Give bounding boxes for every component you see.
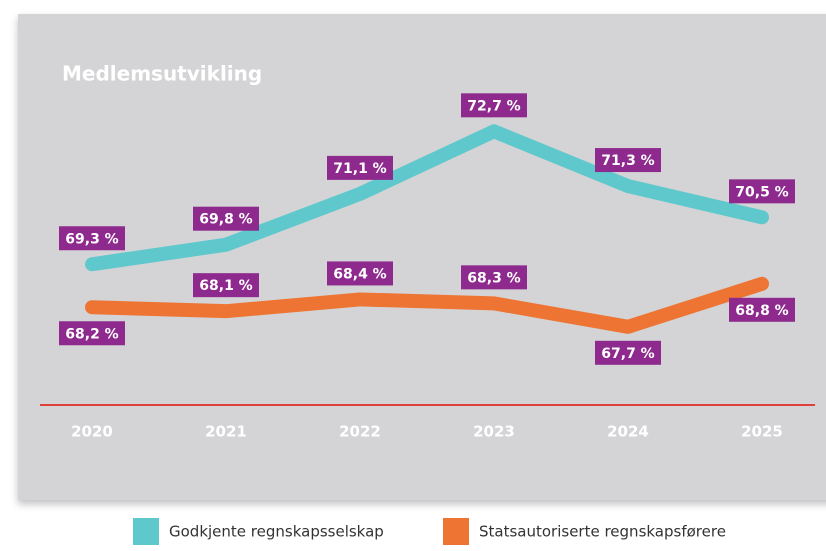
value-label: 67,7 % (601, 346, 654, 362)
value-label: 70,5 % (735, 184, 788, 200)
x-tick-label: 2025 (741, 423, 783, 441)
value-label-box (461, 265, 527, 290)
value-label: 68,3 % (467, 270, 520, 286)
x-tick-label: 2023 (473, 423, 515, 441)
value-label-box (729, 179, 795, 204)
value-label-box (59, 226, 125, 251)
legend-swatch (133, 518, 159, 545)
chart-title: Medlemsutvikling (62, 62, 262, 86)
value-label: 72,7 % (467, 98, 520, 114)
value-label: 68,2 % (65, 326, 118, 342)
x-tick-label: 2020 (71, 423, 113, 441)
value-label-box (193, 206, 259, 231)
value-label: 71,3 % (601, 153, 654, 169)
legend-label: Statsautoriserte regnskapsførere (479, 523, 726, 541)
x-tick-label: 2022 (339, 423, 381, 441)
series-line (85, 124, 769, 272)
value-label-box (327, 261, 393, 286)
x-tick-label: 2021 (205, 423, 247, 441)
value-label: 68,4 % (333, 266, 386, 282)
value-label-box (461, 93, 527, 118)
x-tick-label: 2024 (607, 423, 649, 441)
value-label: 69,3 % (65, 231, 118, 247)
value-label-box (595, 340, 661, 365)
value-label: 68,8 % (735, 303, 788, 319)
value-label: 68,1 % (199, 278, 252, 294)
legend-label: Godkjente regnskapsselskap (169, 523, 384, 541)
series-line (85, 276, 769, 334)
value-label-box (193, 273, 259, 298)
value-label-box (327, 155, 393, 180)
value-label: 71,1 % (333, 161, 386, 177)
value-label-box (59, 321, 125, 346)
legend-swatch (443, 518, 469, 545)
value-label: 69,8 % (199, 212, 252, 228)
value-label-box (729, 297, 795, 322)
value-label-box (595, 148, 661, 173)
